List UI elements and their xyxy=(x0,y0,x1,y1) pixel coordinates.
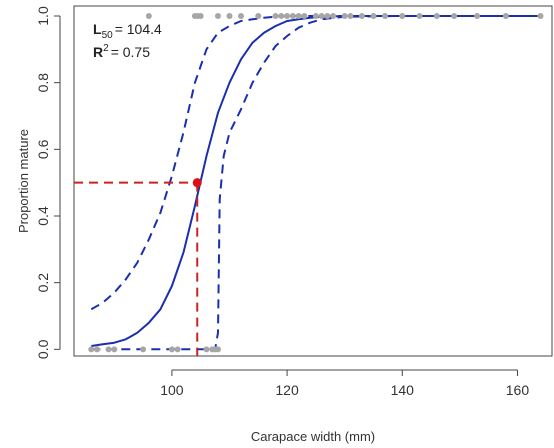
observation-point xyxy=(94,346,101,353)
plot-frame xyxy=(73,5,553,357)
observation-point xyxy=(174,346,181,353)
l50-value: = 104.4 xyxy=(115,21,162,37)
l50-marker-layer xyxy=(192,178,202,188)
l50-annotation: L50 = 104.4 xyxy=(93,21,162,41)
observation-point xyxy=(140,346,147,353)
observation-point xyxy=(238,13,245,19)
l50-subscript: 50 xyxy=(102,30,114,41)
observation-point xyxy=(416,13,423,19)
y-tick-label: 0.0 xyxy=(35,339,51,359)
observation-point xyxy=(347,13,354,19)
observations-layer xyxy=(88,13,544,353)
observation-point xyxy=(255,13,262,19)
r2-superscript: 2 xyxy=(103,43,109,54)
observation-point xyxy=(203,346,210,353)
y-axis: 0.0 0.2 0.4 0.6 0.8 1.0 xyxy=(35,6,61,359)
x-tick-label: 140 xyxy=(391,382,415,398)
observation-point xyxy=(502,13,509,19)
observation-point xyxy=(284,13,291,19)
fit-line xyxy=(91,15,541,347)
y-tick-label: 0.2 xyxy=(35,273,51,293)
x-tick-label: 120 xyxy=(275,382,299,398)
plot-border xyxy=(73,5,553,357)
y-tick-label: 0.4 xyxy=(35,206,51,226)
observation-point xyxy=(145,13,152,19)
observation-point xyxy=(312,13,319,19)
lower-ci-line xyxy=(91,15,541,351)
l50-symbol: L xyxy=(93,21,102,37)
r2-symbol: R xyxy=(93,44,103,60)
observation-point xyxy=(197,13,204,19)
l50-guides xyxy=(74,181,199,356)
observation-point xyxy=(537,13,544,19)
observation-point xyxy=(433,13,440,19)
y-tick-label: 0.8 xyxy=(35,73,51,93)
observation-point xyxy=(88,346,95,353)
observation-point xyxy=(451,13,458,19)
observation-point xyxy=(399,13,406,19)
observation-point xyxy=(226,13,233,19)
x-tick-label: 100 xyxy=(160,382,184,398)
r2-value: = 0.75 xyxy=(111,44,151,60)
observation-point xyxy=(168,346,175,353)
y-tick-label: 0.6 xyxy=(35,139,51,159)
observation-point xyxy=(111,346,118,353)
l50-point xyxy=(192,178,202,188)
upper-ci-line xyxy=(90,15,541,311)
observation-point xyxy=(214,346,221,353)
observation-point xyxy=(214,13,221,19)
x-axis: 100 120 140 160 xyxy=(160,369,530,398)
x-axis-title: Carapace width (mm) xyxy=(251,429,375,444)
observation-point xyxy=(474,13,481,19)
observation-point xyxy=(105,346,112,353)
observation-point xyxy=(318,13,325,19)
x-tick-label: 160 xyxy=(506,382,530,398)
y-tick-label: 1.0 xyxy=(35,6,51,26)
series-layer xyxy=(90,15,541,351)
observation-point xyxy=(289,13,296,19)
observation-point xyxy=(381,13,388,19)
observation-point xyxy=(358,13,365,19)
observation-point xyxy=(370,13,377,19)
observation-point xyxy=(330,13,337,19)
r2-annotation: R2 = 0.75 xyxy=(93,43,150,60)
y-axis-title: Proportion mature xyxy=(16,129,31,233)
observation-point xyxy=(295,13,302,19)
observation-point xyxy=(341,13,348,19)
observation-point xyxy=(278,13,285,19)
observation-point xyxy=(272,13,279,19)
observation-point xyxy=(324,13,331,19)
observation-point xyxy=(301,13,308,19)
